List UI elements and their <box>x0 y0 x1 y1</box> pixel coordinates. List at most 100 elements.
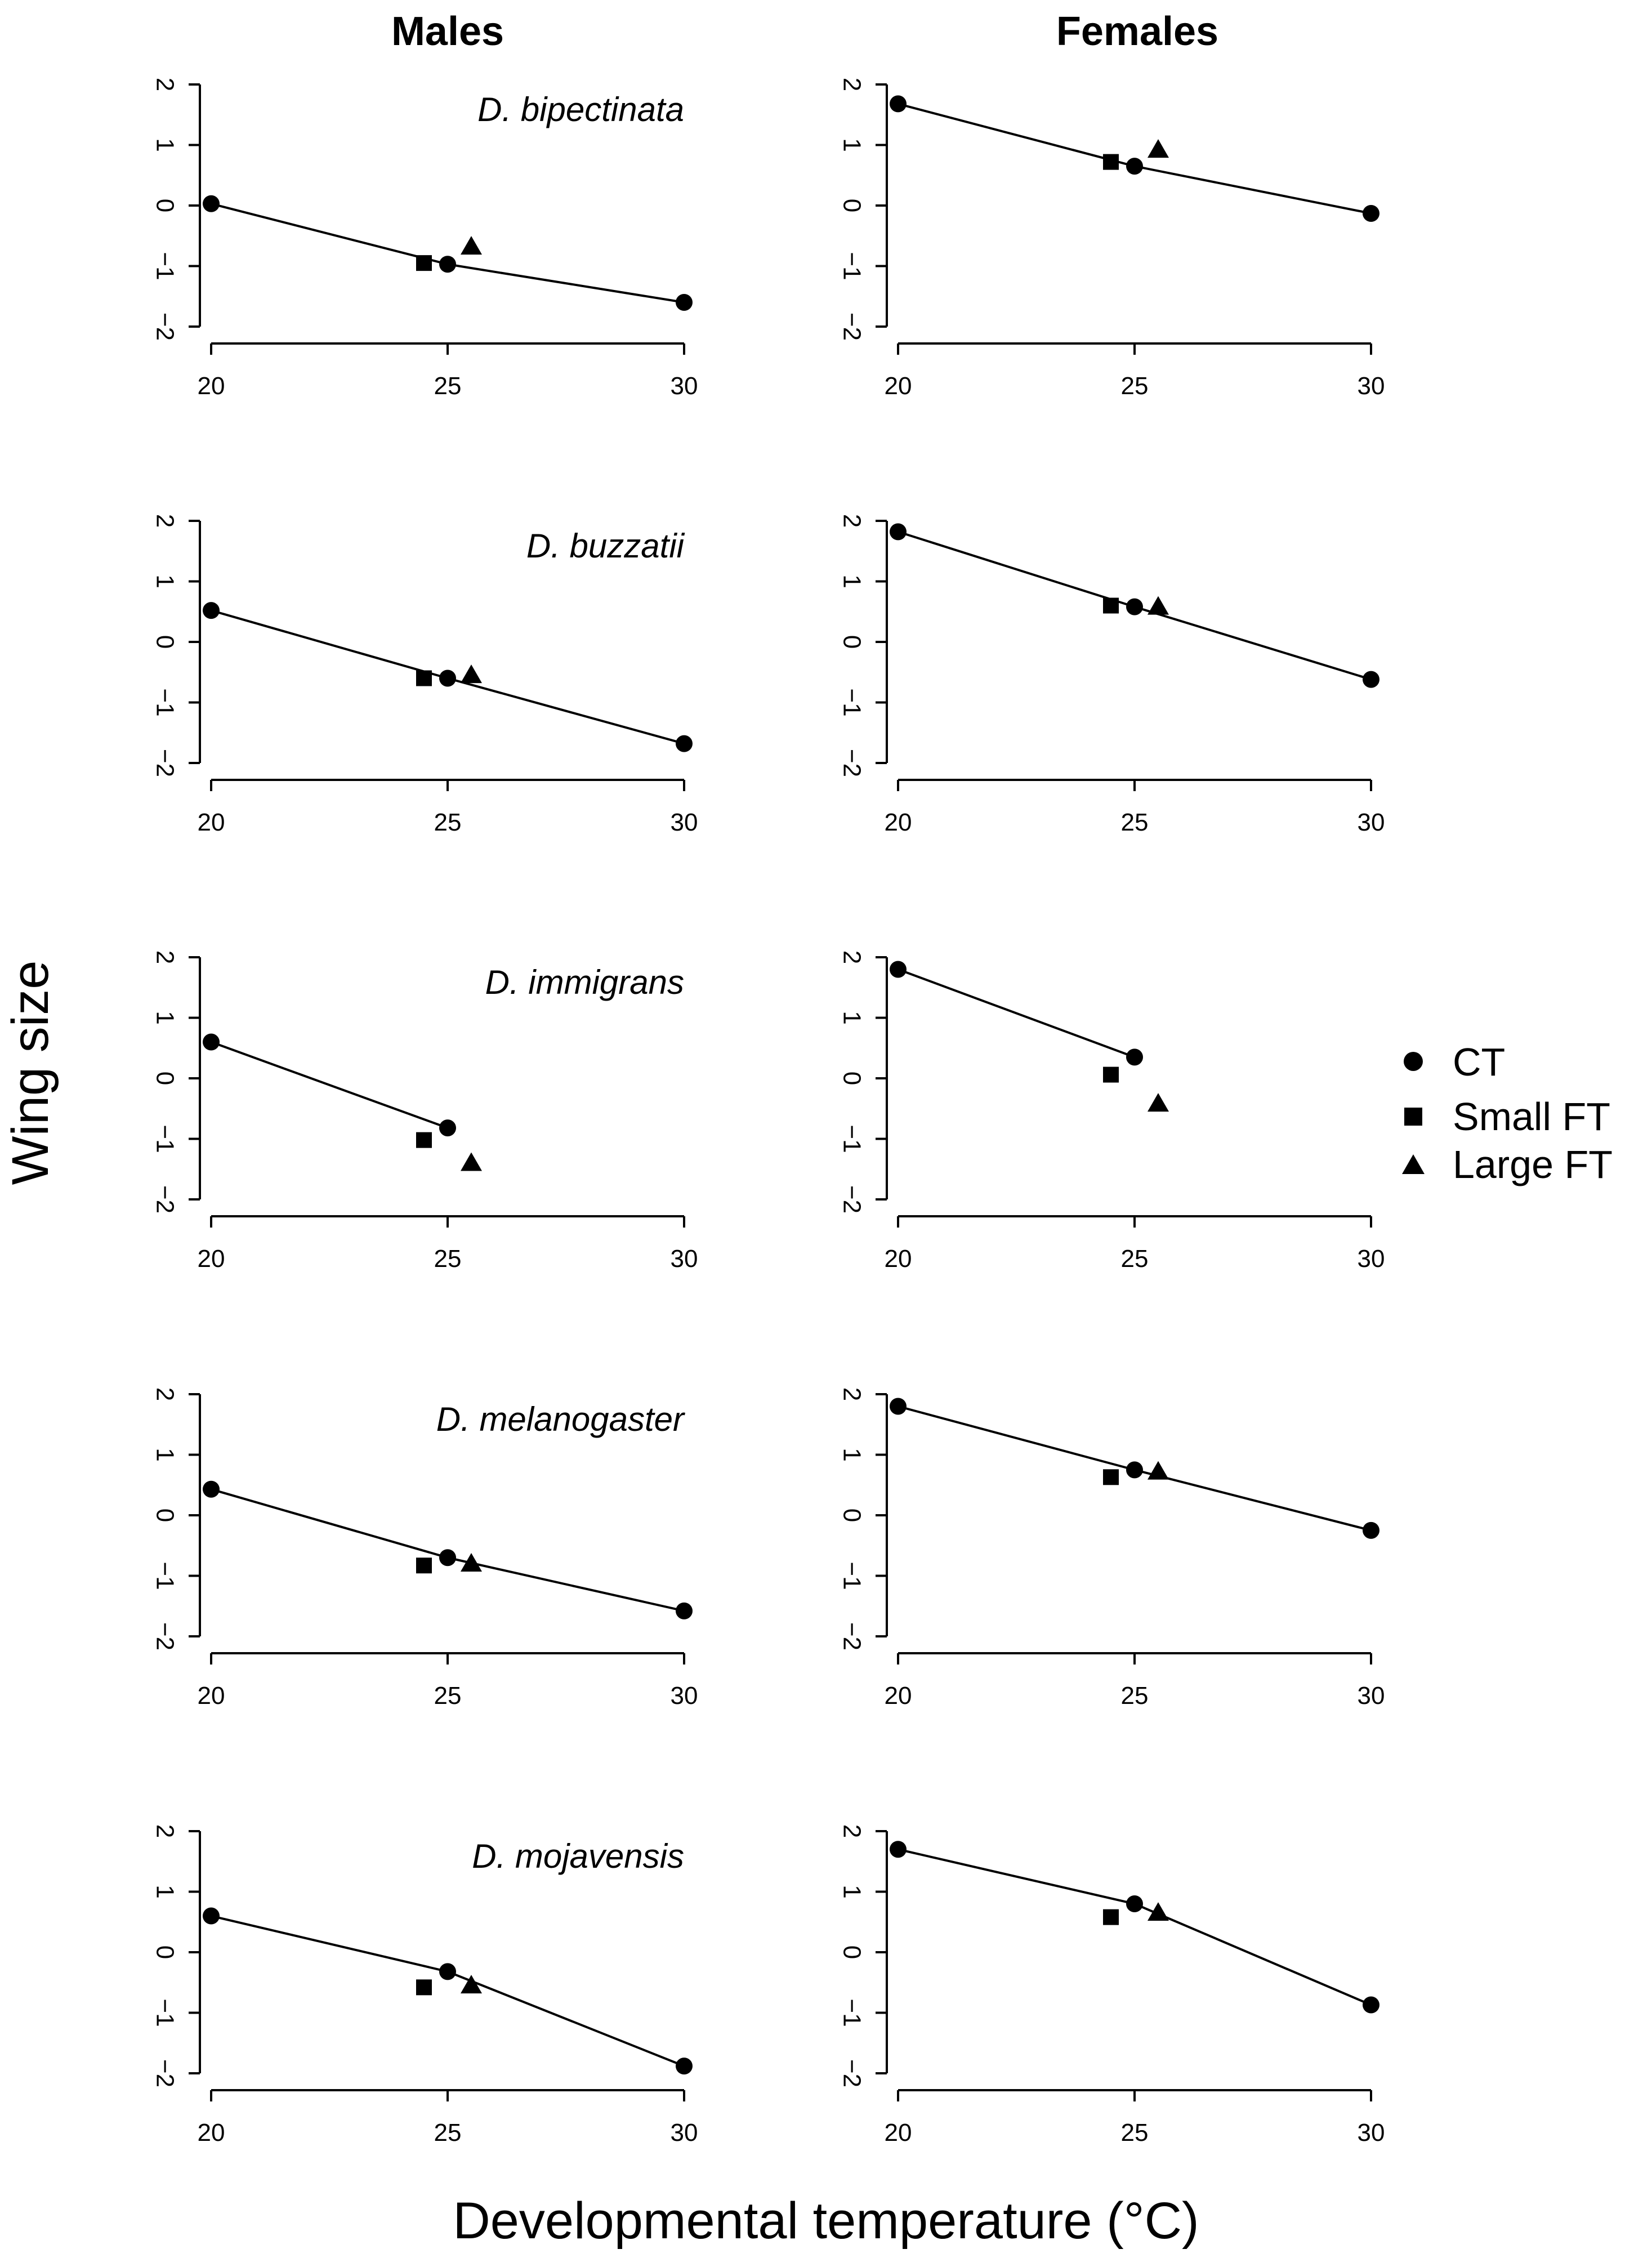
panel-females-3: −2 −1 0 1 2 20 25 30 <box>838 950 1385 1273</box>
y-tick-label: 0 <box>838 635 865 649</box>
ct-point <box>1363 1521 1379 1539</box>
ct-point <box>676 294 693 311</box>
y-tick-label: −2 <box>838 2059 865 2087</box>
x-tick-label: 30 <box>1358 372 1385 400</box>
ct-point <box>439 1549 456 1567</box>
x-tick-label: 30 <box>1358 1682 1385 1710</box>
species-label: D. buzzatii <box>526 527 685 565</box>
y-tick-label: −2 <box>151 1622 178 1650</box>
ct-point <box>439 1963 456 1980</box>
panel-females-2: −2 −1 0 1 2 20 25 30 <box>838 514 1385 836</box>
species-label: D. immigrans <box>485 963 684 1001</box>
y-tick-label: 0 <box>838 1072 865 1085</box>
y-tick-label: 1 <box>838 574 865 588</box>
x-tick-label: 20 <box>198 2119 225 2146</box>
ct-point <box>203 602 220 619</box>
x-tick-label: 25 <box>1121 2119 1149 2146</box>
y-tick-label: −2 <box>838 1622 865 1650</box>
x-tick-label: 25 <box>434 372 462 400</box>
y-tick-label: −2 <box>151 749 178 777</box>
x-tick-label: 25 <box>434 1682 462 1710</box>
x-tick-label: 25 <box>434 1245 462 1273</box>
ct-point <box>1363 1996 1379 2014</box>
y-tick-label: 2 <box>838 78 865 91</box>
ct-series-line <box>898 968 1135 1059</box>
y-tick-label: 2 <box>151 78 178 91</box>
x-tick-label: 20 <box>885 2119 912 2146</box>
y-tick-label: 2 <box>151 1387 178 1401</box>
ct-point <box>439 1119 456 1137</box>
species-label: D. melanogaster <box>436 1400 685 1438</box>
y-tick-label: −1 <box>151 252 178 280</box>
large-ft-point <box>461 1553 482 1572</box>
x-tick-label: 20 <box>198 372 225 400</box>
large-ft-point <box>1148 139 1169 158</box>
x-axis-title: Developmental temperature (°C) <box>453 2192 1199 2250</box>
x-tick-label: 25 <box>1121 1245 1149 1273</box>
y-tick-label: −1 <box>151 1998 178 2027</box>
ct-point <box>203 1480 220 1498</box>
y-tick-label: −2 <box>151 313 178 341</box>
y-tick-label: −2 <box>151 2059 178 2087</box>
y-tick-label: −1 <box>151 1124 178 1153</box>
ct-point <box>676 2058 693 2075</box>
ct-point <box>1126 598 1143 615</box>
small-ft-point <box>1103 154 1119 170</box>
y-tick-label: −1 <box>838 1124 865 1153</box>
legend-label-small-ft: Small FT <box>1453 1095 1610 1139</box>
x-tick-label: 30 <box>671 2119 698 2146</box>
y-tick-label: 2 <box>838 950 865 964</box>
large-ft-point <box>461 236 482 255</box>
x-tick-label: 20 <box>885 1245 912 1273</box>
y-tick-label: 2 <box>151 950 178 964</box>
small-ft-point <box>416 255 432 271</box>
panel-females-5: −2 −1 0 1 2 20 25 30 <box>838 1824 1385 2146</box>
small-ft-point <box>416 1979 432 1996</box>
ct-point <box>203 1033 220 1051</box>
y-tick-label: 1 <box>151 574 178 588</box>
ct-series-line <box>211 202 685 304</box>
x-tick-label: 30 <box>671 372 698 400</box>
panel-males-5: −2 −1 0 1 2 20 25 30 D. mojavensis <box>151 1824 698 2146</box>
y-tick-label: 1 <box>838 1448 865 1461</box>
ct-point <box>1126 1895 1143 1912</box>
x-tick-label: 30 <box>671 809 698 836</box>
ct-point <box>439 670 456 687</box>
large-ft-point <box>461 1152 482 1171</box>
ct-point <box>890 95 907 113</box>
small-ft-point <box>1103 1469 1119 1485</box>
x-tick-label: 25 <box>434 809 462 836</box>
y-tick-label: 1 <box>151 1011 178 1024</box>
ct-point <box>890 961 907 978</box>
large-ft-point <box>1148 1461 1169 1480</box>
ct-series-line <box>211 1041 448 1130</box>
ct-point <box>439 256 456 273</box>
x-tick-label: 20 <box>885 809 912 836</box>
x-tick-label: 20 <box>198 809 225 836</box>
panel-males-4: −2 −1 0 1 2 20 25 30 D. melanogaster <box>151 1387 698 1710</box>
x-tick-label: 30 <box>1358 2119 1385 2146</box>
panel-females-4: −2 −1 0 1 2 20 25 30 <box>838 1387 1385 1710</box>
x-tick-label: 20 <box>885 1682 912 1710</box>
small-ft-point <box>1103 1909 1119 1925</box>
y-axis-title: Wing size <box>2 961 59 1185</box>
y-tick-label: 0 <box>838 1509 865 1522</box>
small-ft-point <box>1103 1066 1119 1083</box>
y-tick-label: −1 <box>151 688 178 716</box>
y-tick-label: 1 <box>151 138 178 151</box>
y-tick-label: 0 <box>151 1072 178 1085</box>
species-label: D. mojavensis <box>472 1837 684 1875</box>
species-label: D. bipectinata <box>477 91 684 128</box>
y-tick-label: 0 <box>838 1945 865 1959</box>
y-tick-label: −1 <box>838 252 865 280</box>
y-tick-label: 2 <box>838 1824 865 1838</box>
x-tick-label: 20 <box>198 1245 225 1273</box>
ct-point <box>890 1841 907 1858</box>
ct-point <box>1363 671 1379 688</box>
y-tick-label: 1 <box>838 1885 865 1898</box>
panel-males-3: −2 −1 0 1 2 20 25 30 D. immigrans <box>151 950 698 1273</box>
column-title-males: Males <box>391 9 504 54</box>
large-ft-point <box>461 1975 482 1994</box>
